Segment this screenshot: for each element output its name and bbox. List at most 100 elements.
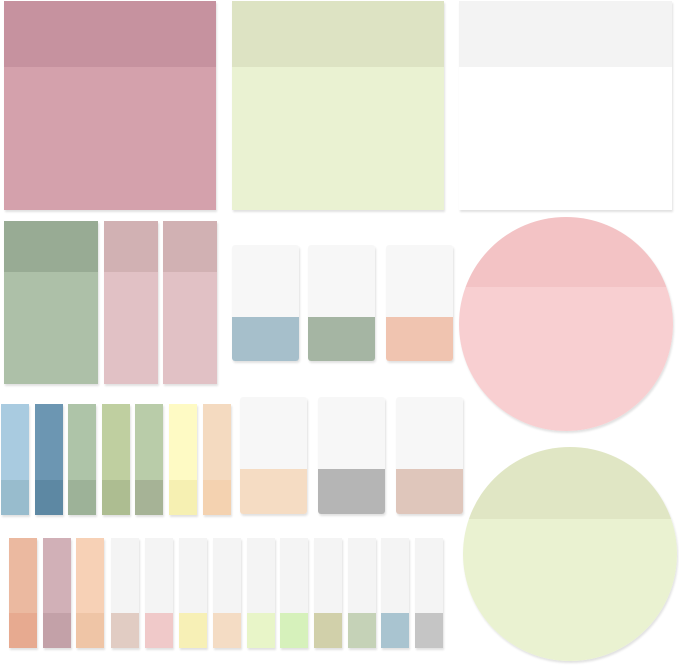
sticky-note-strip xyxy=(381,538,409,648)
sticky-note-rect xyxy=(163,221,217,384)
note-top-band xyxy=(104,221,158,272)
sticky-note-strip xyxy=(35,404,63,515)
note-bottom-band xyxy=(76,613,104,648)
note-top-band xyxy=(163,221,217,272)
note-top-band xyxy=(76,538,104,613)
sticky-note-strip xyxy=(68,404,96,515)
sticky-note-tab xyxy=(318,397,385,514)
note-bottom-band xyxy=(247,613,275,648)
note-bottom-band xyxy=(459,67,672,210)
note-bottom-band xyxy=(314,613,342,648)
note-top-band xyxy=(102,404,130,480)
note-bottom-band xyxy=(280,613,308,648)
note-bottom-band xyxy=(4,272,98,384)
sticky-note-rect xyxy=(104,221,158,384)
note-bottom-band xyxy=(4,67,216,210)
note-top-band xyxy=(314,538,342,613)
sticky-note-strip xyxy=(76,538,104,648)
note-top-band xyxy=(68,404,96,480)
note-bottom-band xyxy=(9,613,37,648)
note-bottom-band xyxy=(348,613,376,648)
note-top-band xyxy=(4,221,98,272)
note-top-band xyxy=(240,397,307,469)
note-top-band xyxy=(463,447,677,519)
note-top-band xyxy=(1,404,29,480)
sticky-note-tab xyxy=(232,245,299,361)
note-top-band xyxy=(459,217,673,287)
sticky-note-strip xyxy=(43,538,71,648)
note-bottom-band xyxy=(68,480,96,515)
note-bottom-band xyxy=(1,480,29,515)
sticky-note-strip xyxy=(9,538,37,648)
note-top-band xyxy=(9,538,37,613)
note-top-band xyxy=(135,404,163,480)
note-top-band xyxy=(308,245,375,317)
note-bottom-band xyxy=(203,480,231,515)
note-top-band xyxy=(4,1,216,67)
sticky-note-strip xyxy=(247,538,275,648)
sticky-note-strip xyxy=(145,538,173,648)
sticky-note-strip xyxy=(280,538,308,648)
note-top-band xyxy=(43,538,71,613)
sticky-note-rect xyxy=(4,221,98,384)
note-bottom-band xyxy=(163,272,217,384)
sticky-note-strip xyxy=(348,538,376,648)
sticky-note-strip xyxy=(135,404,163,515)
note-top-band xyxy=(232,1,444,67)
sticky-note-strip xyxy=(169,404,197,515)
note-bottom-band xyxy=(35,480,63,515)
sticky-note-strip xyxy=(415,538,443,648)
note-bottom-band xyxy=(169,480,197,515)
note-top-band xyxy=(179,538,207,613)
note-top-band xyxy=(348,538,376,613)
note-bottom-band xyxy=(232,317,299,361)
note-top-band xyxy=(396,397,463,469)
note-bottom-band xyxy=(415,613,443,648)
note-top-band xyxy=(169,404,197,480)
sticky-note-strip xyxy=(102,404,130,515)
note-bottom-band xyxy=(145,613,173,648)
note-bottom-band xyxy=(463,519,677,661)
note-top-band xyxy=(459,1,672,67)
sticky-note-strip xyxy=(1,404,29,515)
note-top-band xyxy=(111,538,139,613)
note-bottom-band xyxy=(318,469,385,514)
note-bottom-band xyxy=(459,287,673,431)
note-top-band xyxy=(203,404,231,480)
note-bottom-band xyxy=(232,67,444,210)
note-bottom-band xyxy=(135,480,163,515)
note-top-band xyxy=(247,538,275,613)
note-top-band xyxy=(415,538,443,613)
note-top-band xyxy=(381,538,409,613)
sticky-note-tab xyxy=(396,397,463,514)
note-top-band xyxy=(280,538,308,613)
note-bottom-band xyxy=(386,317,453,361)
sticky-note-square xyxy=(232,1,444,210)
note-bottom-band xyxy=(308,317,375,361)
note-bottom-band xyxy=(179,613,207,648)
sticky-note-strip xyxy=(314,538,342,648)
sticky-note-strip xyxy=(203,404,231,515)
sticky-note-tab xyxy=(308,245,375,361)
sticky-note-circle xyxy=(459,217,673,431)
note-bottom-band xyxy=(111,613,139,648)
note-bottom-band xyxy=(102,480,130,515)
note-top-band xyxy=(35,404,63,480)
note-top-band xyxy=(386,245,453,317)
sticky-note-tab xyxy=(386,245,453,361)
note-bottom-band xyxy=(240,469,307,514)
sticky-note-square xyxy=(459,1,672,210)
sticky-note-strip xyxy=(213,538,241,648)
sticky-note-strip xyxy=(111,538,139,648)
note-bottom-band xyxy=(43,613,71,648)
note-bottom-band xyxy=(396,469,463,514)
note-top-band xyxy=(318,397,385,469)
note-top-band xyxy=(232,245,299,317)
note-top-band xyxy=(213,538,241,613)
note-bottom-band xyxy=(104,272,158,384)
sticky-note-strip xyxy=(179,538,207,648)
note-bottom-band xyxy=(213,613,241,648)
sticky-note-tab xyxy=(240,397,307,514)
sticky-note-circle xyxy=(463,447,677,661)
